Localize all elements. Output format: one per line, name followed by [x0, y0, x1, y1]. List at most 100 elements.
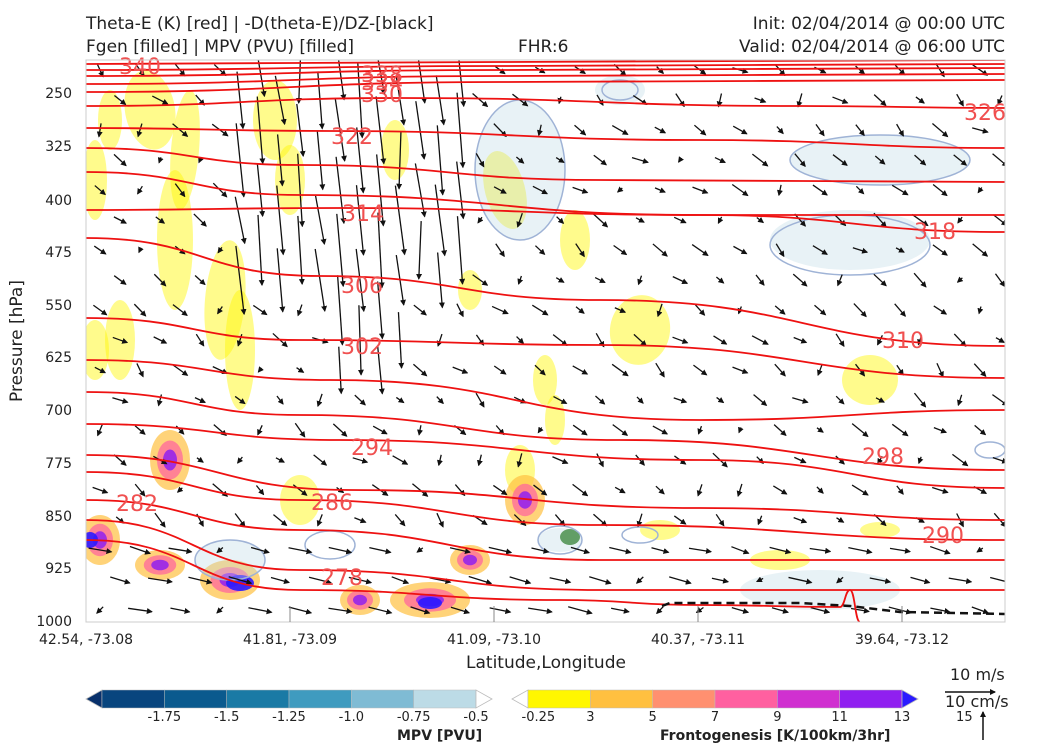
- vector-arrow: [114, 94, 127, 106]
- vector-arrow: [851, 484, 869, 496]
- vector-arrow: [877, 455, 883, 465]
- fill-region: [770, 210, 930, 270]
- vector-arrow: [715, 276, 725, 284]
- vector-arrow: [270, 576, 290, 585]
- vector-arrow: [172, 304, 188, 317]
- vector-arrow: [472, 93, 489, 108]
- colorbar-segment: [839, 689, 903, 709]
- vector-arrow: [574, 124, 587, 136]
- vector-arrow: [910, 576, 931, 585]
- y-tick-label: 550: [45, 298, 72, 314]
- vector-arrow: [672, 276, 689, 284]
- vector-arrow: [776, 126, 784, 135]
- vector-arrow: [656, 606, 664, 615]
- vector-arrow: [392, 455, 409, 465]
- vector-arrow: [956, 93, 964, 107]
- vector-arrow: [92, 486, 109, 494]
- vector-arrow: [317, 71, 325, 130]
- vector-arrow: [534, 364, 546, 376]
- vector-arrow: [594, 276, 606, 284]
- vector-arrow: [314, 248, 328, 313]
- theta-e-contour-line: [86, 499, 1005, 561]
- vector-arrow: [850, 607, 870, 614]
- vector-arrow: [137, 185, 143, 195]
- vector-arrow: [836, 274, 843, 287]
- vector-arrow: [372, 425, 388, 435]
- vector-arrow: [93, 304, 108, 316]
- vector-arrow: [869, 577, 892, 585]
- fill-region: [860, 522, 900, 538]
- theta-e-contour-line: [86, 519, 1005, 591]
- vector-arrow: [611, 363, 629, 377]
- vector-arrow: [655, 362, 665, 378]
- vector-arrow: [855, 124, 865, 137]
- vector-arrow: [493, 365, 507, 375]
- vector-arrow: [717, 216, 724, 225]
- vector-arrow: [678, 156, 684, 163]
- vector-arrow: [714, 156, 726, 164]
- vector-arrow: [176, 486, 184, 493]
- vector-arrow: [673, 515, 687, 525]
- y-tick-label: 400: [45, 193, 72, 209]
- vector-arrow: [692, 186, 709, 194]
- mpv-contour: [789, 134, 971, 186]
- fill-region: [353, 594, 367, 606]
- vector-arrow: [414, 163, 427, 218]
- fill-region: [275, 145, 305, 215]
- vector-arrow: [416, 221, 423, 280]
- vector-arrow: [911, 213, 929, 227]
- vector-arrow: [555, 277, 565, 283]
- vector-arrow: [396, 131, 403, 190]
- vector-arrow: [113, 275, 127, 285]
- x-tick-label: 42.54, -73.08: [38, 632, 134, 648]
- vector-arrow: [552, 334, 568, 346]
- vector-arrow: [953, 333, 967, 347]
- vector-arrow: [773, 424, 787, 437]
- vector-arrow: [691, 244, 709, 257]
- vector-arrow: [377, 60, 387, 96]
- colorbar-tick-label: 9: [773, 710, 782, 725]
- vector-arrow: [434, 184, 448, 257]
- vector-arrow: [509, 576, 532, 585]
- colorbar-segment: [413, 689, 477, 709]
- vector-arrow: [88, 547, 113, 555]
- chart-title-line2: Fgen [filled] | MPV (PVU) [filled]: [86, 37, 355, 57]
- x-axis-label: Latitude,Longitude: [466, 653, 626, 673]
- vector-arrow: [134, 483, 146, 497]
- vector-arrow: [172, 123, 189, 137]
- colorbar-extend-right: [475, 689, 493, 709]
- vector-arrow: [613, 244, 628, 256]
- vector-arrow: [894, 64, 906, 76]
- vector-arrow: [528, 607, 553, 615]
- vector-arrow: [836, 517, 845, 523]
- vector-arrow: [517, 275, 524, 285]
- vector-arrow: [572, 365, 589, 375]
- vector-arrow: [316, 393, 323, 408]
- vector-arrow: [753, 394, 768, 407]
- vector-arrow: [296, 367, 305, 373]
- fill-region: [163, 449, 177, 471]
- colorbar-segment: [351, 689, 414, 709]
- vector-arrow: [452, 366, 469, 374]
- vector-arrow: [796, 93, 803, 108]
- vector-arrow: [932, 244, 948, 256]
- vector-arrow: [112, 397, 129, 404]
- vector-arrow: [531, 547, 550, 554]
- vector-arrow: [974, 424, 987, 436]
- vector-arrow: [513, 514, 527, 527]
- vector-arrow: [672, 336, 689, 344]
- vector-arrow: [356, 127, 366, 194]
- reference-vector-label-horizontal: 10 m/s: [950, 665, 1005, 684]
- colorbar-tick-label: -1.25: [272, 710, 306, 725]
- vector-arrow: [812, 245, 828, 255]
- vector-arrow: [354, 394, 366, 406]
- vector-arrow: [636, 396, 644, 404]
- vector-arrow: [435, 75, 446, 126]
- vector-arrow: [468, 575, 493, 585]
- vector-arrow: [276, 185, 286, 256]
- vector-arrow: [296, 103, 306, 158]
- vector-arrow: [873, 273, 887, 287]
- vector-arrow: [756, 217, 765, 224]
- vector-arrow: [417, 425, 423, 436]
- colorbar-segment: [101, 689, 165, 709]
